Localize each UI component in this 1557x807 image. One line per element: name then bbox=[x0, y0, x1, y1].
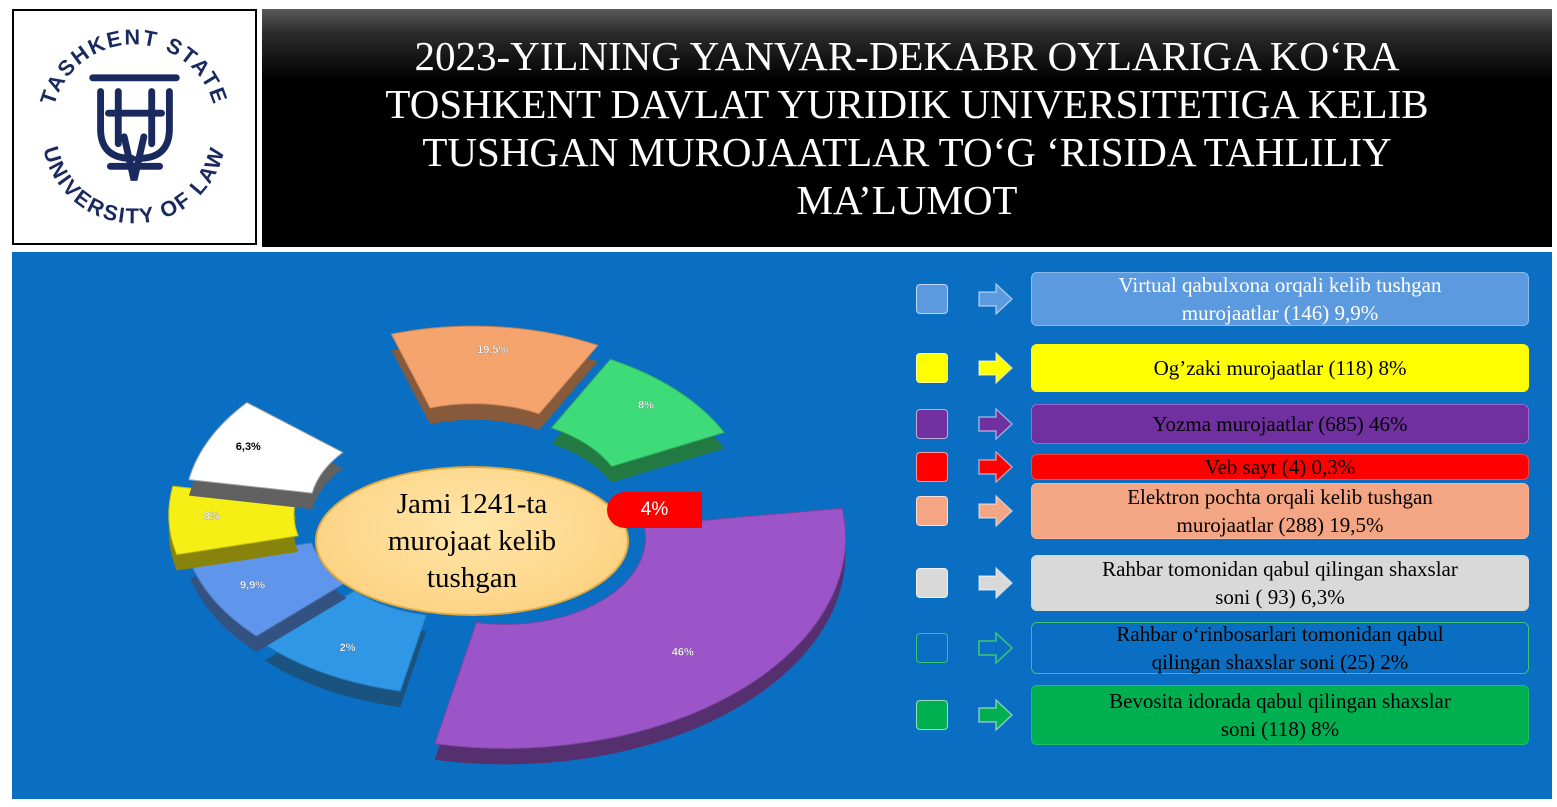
arrow-right-icon bbox=[978, 408, 1014, 440]
pie-slice: 46% bbox=[434, 507, 846, 765]
legend-label: Elektron pochta orqali kelib tushgan mur… bbox=[1031, 483, 1529, 539]
legend-label: Veb sayt (4) 0,3% bbox=[1031, 454, 1529, 480]
title-banner: 2023-YILNING YANVAR-DEKABR OYLARIGA KO‘R… bbox=[262, 9, 1552, 247]
legend-item: Virtual qabulxona orqali kelib tushgan m… bbox=[916, 272, 1536, 326]
legend-item: Rahbar tomonidan qabul qilingan shaxslar… bbox=[916, 555, 1536, 611]
arrow-right-icon bbox=[978, 451, 1014, 483]
legend-label: Virtual qabulxona orqali kelib tushgan m… bbox=[1031, 272, 1529, 326]
legend-item: Veb sayt (4) 0,3% bbox=[916, 451, 1536, 483]
arrow-right-icon bbox=[978, 632, 1014, 664]
pie-slice-label: 8% bbox=[638, 400, 654, 412]
legend-swatch bbox=[916, 568, 948, 598]
legend-item: Bevosita idorada qabul qilingan shaxslar… bbox=[916, 685, 1536, 745]
arrow-right-icon bbox=[978, 283, 1014, 315]
pie-slice-label: 9,9% bbox=[240, 580, 265, 592]
arrow-right-icon bbox=[978, 699, 1014, 731]
svg-text:TASHKENT STATE: TASHKENT STATE bbox=[35, 24, 233, 108]
pie-slice: 19,5% bbox=[390, 325, 599, 430]
legend-swatch bbox=[916, 700, 948, 730]
arrow-right-icon bbox=[978, 567, 1014, 599]
legend-swatch bbox=[916, 409, 948, 439]
legend-label: Og’zaki murojaatlar (118) 8% bbox=[1031, 344, 1529, 392]
legend-item: Elektron pochta orqali kelib tushgan mur… bbox=[916, 483, 1536, 539]
legend-label: Rahbar o‘rinbosarlari tomonidan qabul qi… bbox=[1031, 622, 1529, 674]
legend-label: Rahbar tomonidan qabul qilingan shaxslar… bbox=[1031, 555, 1529, 611]
legend-swatch bbox=[916, 353, 948, 383]
pie-slice-top bbox=[550, 358, 726, 468]
pie-slice-top bbox=[263, 589, 428, 692]
pie-slice-label: 46% bbox=[672, 646, 694, 658]
percent-badge: 4% bbox=[607, 492, 702, 528]
legend-swatch bbox=[916, 452, 948, 482]
total-callout-text: Jami 1241-ta murojaat kelib tushgan bbox=[387, 487, 557, 594]
legend-label: Yozma murojaatlar (685) 46% bbox=[1031, 404, 1529, 444]
university-logo: TASHKENT STATE UNIVERSITY OF LAW bbox=[12, 9, 257, 245]
pie-slice-top bbox=[434, 507, 846, 749]
total-callout: Jami 1241-ta murojaat kelib tushgan bbox=[315, 466, 629, 616]
page-title: 2023-YILNING YANVAR-DEKABR OYLARIGA KO‘R… bbox=[385, 33, 1429, 223]
pie-slice: 2% bbox=[263, 589, 428, 708]
pie-slice-label: 8% bbox=[204, 511, 220, 523]
legend-swatch bbox=[916, 284, 948, 314]
university-seal-icon: TASHKENT STATE UNIVERSITY OF LAW bbox=[35, 24, 233, 228]
pie-slice-top bbox=[188, 401, 344, 494]
legend-swatch bbox=[916, 496, 948, 526]
chart-panel: 19,5% 8% 46% 2% 9,9% 8% 6,3% Jami 1241-ta muro… bbox=[12, 252, 1552, 799]
legend-swatch bbox=[916, 633, 948, 663]
pie-slice: 8% bbox=[550, 358, 726, 483]
pie-slice-label: 6,3% bbox=[236, 441, 261, 453]
pie-slice: 9,9% bbox=[189, 542, 348, 653]
arrow-right-icon bbox=[978, 352, 1014, 384]
pie-slice: 6,3% bbox=[188, 401, 344, 510]
legend-item: Og’zaki murojaatlar (118) 8% bbox=[916, 344, 1536, 392]
legend-label: Bevosita idorada qabul qilingan shaxslar… bbox=[1031, 685, 1529, 745]
legend-item: Yozma murojaatlar (685) 46% bbox=[916, 404, 1536, 444]
pie-slice-label: 2% bbox=[340, 642, 356, 654]
pie-slice-label: 19,5% bbox=[477, 344, 508, 356]
arrow-right-icon bbox=[978, 495, 1014, 527]
pie-slice-top bbox=[390, 325, 599, 415]
legend-item: Rahbar o‘rinbosarlari tomonidan qabul qi… bbox=[916, 622, 1536, 674]
pie-chart: 19,5% 8% 46% 2% 9,9% 8% 6,3% bbox=[168, 325, 846, 765]
